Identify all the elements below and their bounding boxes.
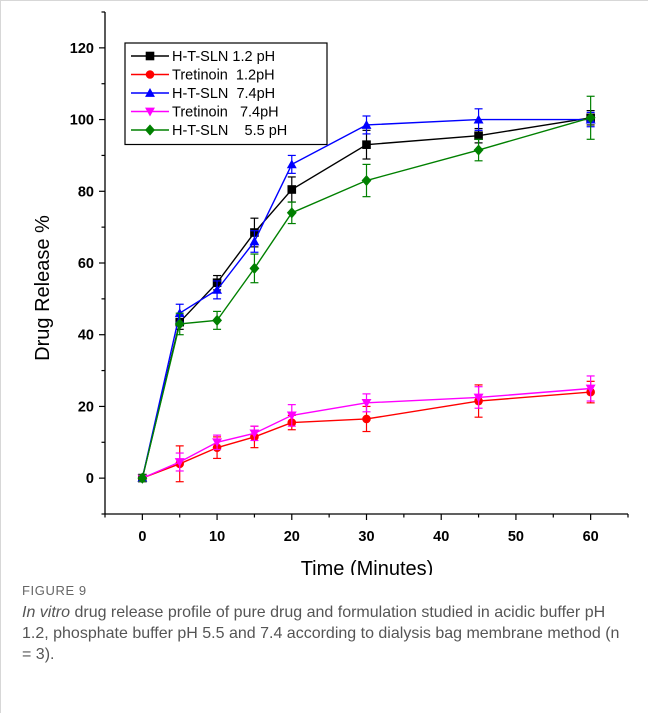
data-point: [361, 398, 372, 408]
legend-label: H-T-SLN 5.5 pH: [172, 123, 287, 139]
data-point: [212, 438, 223, 448]
x-tick-label: 10: [209, 529, 225, 545]
legend-marker: [145, 107, 155, 117]
x-tick-label: 0: [138, 529, 146, 545]
data-point: [249, 262, 260, 274]
series-line: [142, 387, 591, 479]
data-point: [473, 114, 484, 124]
y-tick-label: 60: [78, 256, 94, 272]
x-tick-label: 60: [583, 529, 599, 545]
x-axis-title: Time (Minutes): [301, 558, 434, 575]
frame-top-border: [0, 0, 648, 1]
series-4: [137, 375, 596, 484]
legend-marker: [145, 51, 155, 61]
caption-italic-lead: In vitro: [22, 604, 71, 621]
legend-label: Tretinoin 1.2pH: [172, 68, 275, 84]
data-point: [137, 472, 148, 484]
figure-caption: FIGURE 9 In vitro drug release profile o…: [22, 583, 632, 665]
x-tick-label: 50: [508, 529, 524, 545]
data-point: [286, 159, 297, 169]
series-5: [137, 95, 596, 484]
x-tick-label: 40: [433, 529, 449, 545]
data-point: [249, 236, 260, 246]
y-tick-label: 20: [78, 399, 94, 415]
axes-layer: 0 10 20 30 40 50 60 0 20 40 60 80 100 120: [70, 11, 629, 545]
data-point: [362, 140, 371, 149]
caption-body: drug release profile of pure drug and fo…: [22, 604, 620, 663]
y-tick-label: 40: [78, 328, 94, 344]
data-point: [473, 144, 484, 156]
series-line: [141, 117, 591, 479]
caption-text: In vitro drug release profile of pure dr…: [22, 602, 632, 665]
y-axis-title: Drug Release %: [32, 215, 54, 361]
data-point: [174, 318, 185, 330]
frame-left-border: [0, 0, 1, 713]
legend-label: H-T-SLN 7.4pH: [172, 86, 275, 102]
legend: H-T-SLN 1.2 pH Tretinoin 1.2pH H-T-SLN 7.4…: [124, 42, 328, 146]
series-line: [141, 118, 591, 479]
data-point: [212, 314, 223, 326]
y-tick-label: 80: [78, 184, 94, 200]
data-point: [473, 393, 484, 403]
data-point: [249, 429, 260, 439]
legend-marker: [145, 70, 155, 79]
data-point: [287, 185, 297, 194]
y-tick-label: 0: [86, 471, 94, 487]
data-point: [585, 112, 596, 124]
chart: 0 10 20 30 40 50 60 0 20 40 60 80 100 120 H-T-SLN 1.2…: [32, 11, 629, 575]
y-tick-label: 100: [70, 113, 94, 129]
data-point: [361, 120, 372, 129]
caption-label: FIGURE 9: [22, 583, 87, 598]
legend-marker: [145, 124, 155, 136]
data-point: [474, 131, 483, 141]
legend-label: Tretinoin 7.4pH: [172, 105, 279, 121]
legend-marker: [145, 88, 155, 97]
series-layer: [137, 95, 596, 484]
x-tick-label: 20: [284, 529, 300, 545]
legend-label: H-T-SLN 1.2 pH: [172, 49, 275, 65]
x-tick-label: 30: [358, 529, 374, 545]
data-point: [286, 207, 297, 219]
y-tick-label: 120: [70, 41, 94, 57]
series-line: [142, 391, 591, 479]
data-point: [361, 174, 372, 187]
data-point: [286, 411, 297, 421]
data-point: [362, 414, 371, 424]
data-point: [585, 384, 596, 394]
data-point: [212, 284, 223, 294]
data-point: [174, 458, 185, 467]
legend-box: [124, 42, 328, 146]
series-line: [141, 117, 591, 479]
